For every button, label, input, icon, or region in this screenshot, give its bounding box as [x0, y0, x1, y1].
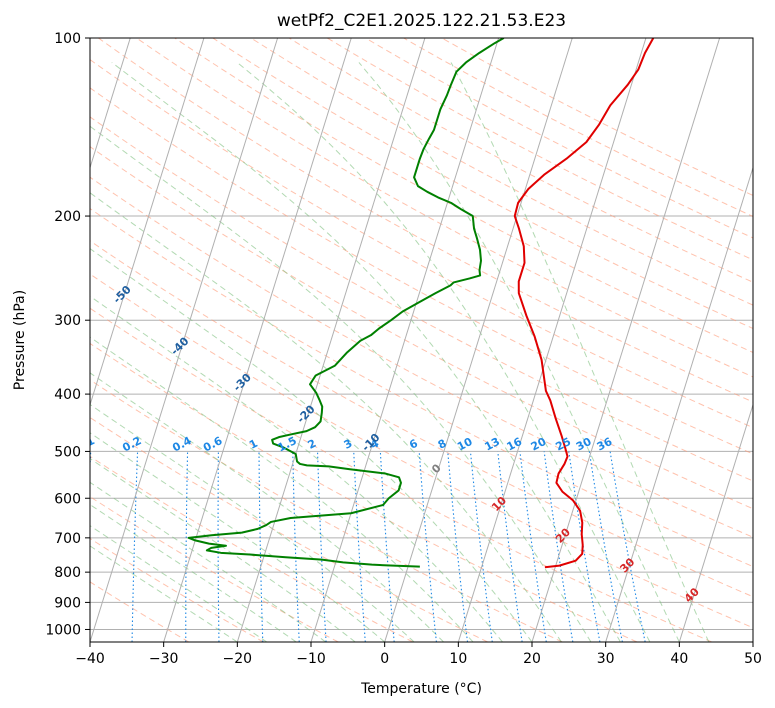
y-axis-label: Pressure (hPa): [12, 290, 28, 390]
y-tick-label: 900: [54, 595, 81, 611]
y-tick-label: 500: [54, 444, 81, 460]
x-axis-label: Temperature (°C): [360, 681, 482, 697]
x-tick-label: −30: [149, 651, 179, 667]
chart-title: wetPf2_C2E1.2025.122.21.53.E23: [277, 11, 566, 31]
x-tick-label: 40: [670, 651, 688, 667]
y-tick-label: 800: [54, 565, 81, 581]
x-tick-label: 0: [380, 651, 389, 667]
x-tick-label: −20: [223, 651, 253, 667]
y-tick-label: 600: [54, 491, 81, 507]
x-tick-label: 10: [449, 651, 467, 667]
y-tick-label: 1000: [45, 622, 81, 638]
y-tick-label: 100: [54, 31, 81, 47]
y-tick-label: 200: [54, 209, 81, 225]
x-tick-label: 30: [597, 651, 615, 667]
x-tick-label: 50: [744, 651, 762, 667]
y-tick-label: 700: [54, 531, 81, 547]
x-tick-label: 20: [523, 651, 541, 667]
x-tick-label: −40: [75, 651, 105, 667]
y-tick-label: 300: [54, 313, 81, 329]
y-tick-label: 400: [54, 387, 81, 403]
x-tick-label: −10: [296, 651, 326, 667]
